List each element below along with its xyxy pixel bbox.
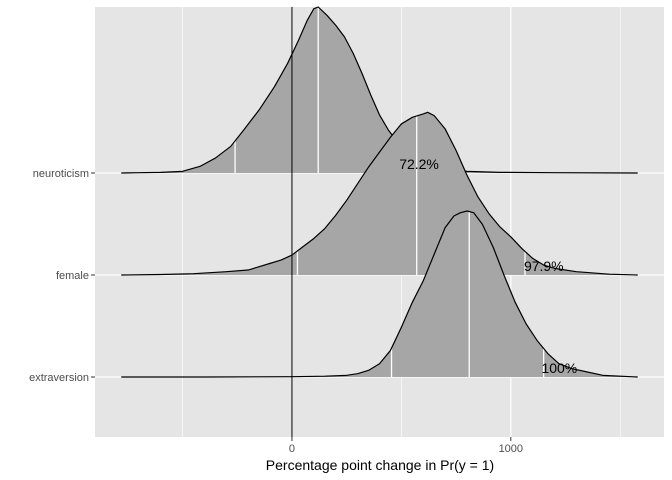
ridge-extraversion <box>121 210 638 378</box>
ridge-outline-female <box>121 111 638 276</box>
percent-label-extraversion: 100% <box>541 360 577 376</box>
x-axis-title: Percentage point change in Pr(y = 1) <box>266 457 494 473</box>
x-axis: 0 1000 <box>289 437 523 455</box>
y-tick-label-neuroticism: neuroticism <box>33 168 89 180</box>
ridge-fill-neuroticism <box>121 7 638 173</box>
percent-label-female: 97.9% <box>524 258 564 274</box>
ridges <box>121 6 638 378</box>
ridge-fill-female <box>121 112 638 275</box>
ridge-outline-extraversion <box>121 210 638 378</box>
percent-labels: 72.2% 97.9% 100% <box>399 156 577 376</box>
percent-label-neuroticism: 72.2% <box>399 156 439 172</box>
x-tick-label: 0 <box>289 443 295 455</box>
ridge-fill-extraversion <box>121 211 638 377</box>
y-tick-label-extraversion: extraversion <box>29 372 89 384</box>
x-tick-label: 1000 <box>499 443 523 455</box>
y-axis: neuroticism female extraversion <box>29 168 95 384</box>
y-tick-label-female: female <box>56 270 89 282</box>
ridge-female <box>121 111 638 276</box>
